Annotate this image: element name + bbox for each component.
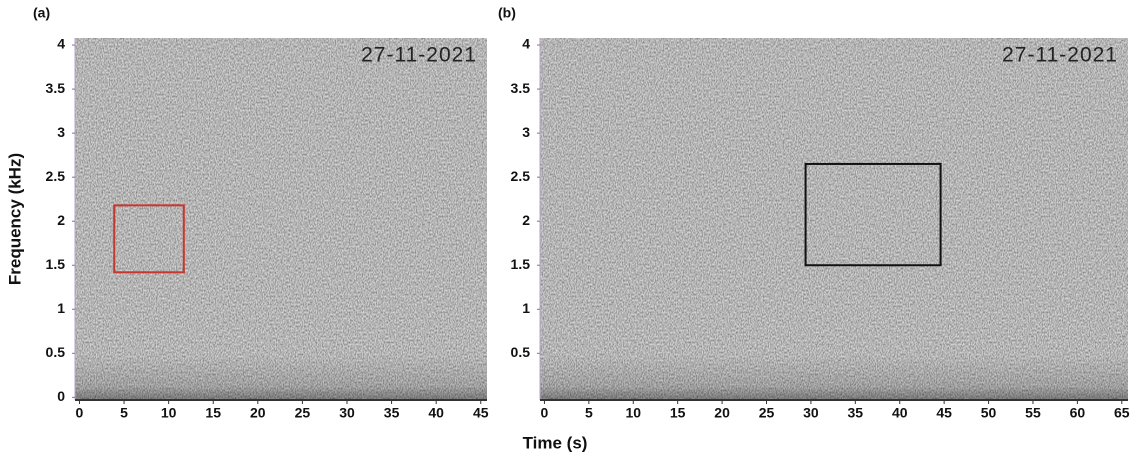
y-tick-label: 1.5: [511, 256, 531, 272]
x-tick-label: 30: [803, 405, 819, 421]
y-tick-label: 2: [57, 212, 65, 228]
x-axis-label: Time (s): [523, 433, 588, 452]
low-frequency-band: [540, 355, 1128, 400]
x-tick-label: 20: [714, 405, 730, 421]
y-tick-label: 4: [522, 36, 530, 52]
y-tick-label: 1.5: [46, 256, 66, 272]
x-tick-label: 45: [936, 405, 952, 421]
x-tick-label: 55: [1025, 405, 1041, 421]
x-tick-label: 30: [339, 405, 355, 421]
y-tick-label: 0: [57, 388, 65, 404]
date-annotation: 27-11-2021: [1002, 44, 1118, 67]
y-tick-label: 3.5: [46, 80, 66, 96]
y-tick-label: 4: [57, 36, 65, 52]
y-tick-label: 2: [522, 212, 530, 228]
x-tick-label: 35: [384, 405, 400, 421]
x-tick-label: 35: [848, 405, 864, 421]
x-tick-label: 40: [892, 405, 908, 421]
x-tick-label: 20: [250, 405, 266, 421]
x-tick-label: 50: [981, 405, 997, 421]
highlight-box: [804, 162, 942, 267]
highlight-box: [113, 204, 185, 274]
panel-label: (a): [33, 5, 50, 21]
x-tick-label: 0: [76, 405, 84, 421]
low-frequency-band: [75, 355, 487, 400]
x-tick-label: 5: [585, 405, 593, 421]
date-annotation: 27-11-2021: [361, 44, 477, 67]
x-tick-label: 0: [541, 405, 549, 421]
x-tick-label: 10: [161, 405, 177, 421]
x-tick-label: 45: [473, 405, 489, 421]
spectrogram-panel: 00.511.522.533.540 5 10 15 20 25 30 35 40 4527-11…: [33, 5, 489, 421]
y-tick-label: 1: [57, 300, 65, 316]
y-tick-label: 2.5: [511, 168, 531, 184]
y-tick-label: 2.5: [46, 168, 66, 184]
y-axis-label: Frequency (kHz): [5, 153, 24, 285]
x-tick-label: 10: [625, 405, 641, 421]
x-tick-label: 15: [205, 405, 221, 421]
spectrogram-noise: [540, 38, 1128, 400]
y-tick-label: 3.5: [511, 80, 531, 96]
y-tick-label: 0.5: [46, 344, 66, 360]
spectrogram-panel: 0.511.522.533.540 5 10 15 20 25 30 35 40 45 50 55 60…: [498, 5, 1130, 421]
y-tick-label: 3: [522, 124, 530, 140]
x-tick-label: 15: [670, 405, 686, 421]
x-tick-label: 25: [295, 405, 311, 421]
x-tick-label: 60: [1070, 405, 1086, 421]
x-tick-label: 25: [759, 405, 775, 421]
panel-label: (b): [498, 5, 516, 21]
y-tick-label: 0.5: [511, 344, 531, 360]
x-tick-label: 65: [1114, 405, 1130, 421]
x-tick-label: 40: [428, 405, 444, 421]
y-tick-label: 3: [57, 124, 65, 140]
y-tick-label: 1: [522, 300, 530, 316]
x-tick-label: 5: [120, 405, 128, 421]
spectrogram-noise: [75, 38, 487, 400]
